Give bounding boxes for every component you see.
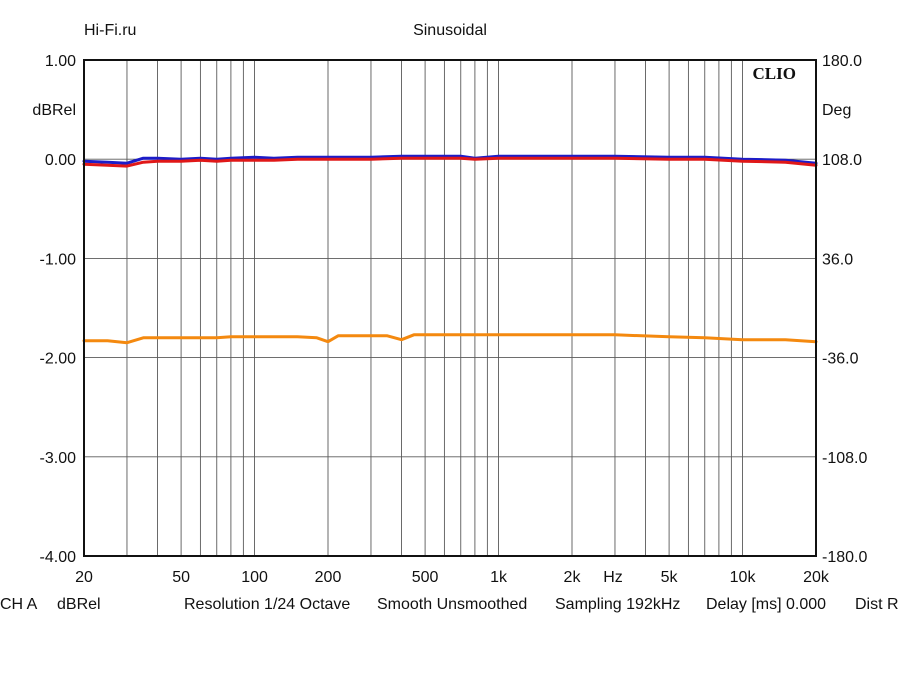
series-line-3 (82, 333, 818, 345)
x-tick-label: 500 (412, 569, 439, 586)
y-tick-label-right: -36.0 (822, 351, 859, 368)
y-tick-label-right: 36.0 (822, 251, 853, 268)
sampling-label: Sampling 192kHz (555, 596, 681, 613)
clio-logo-text: CLIO (753, 64, 796, 83)
x-tick-label: 2k (564, 569, 582, 586)
smooth-label: Smooth Unsmoothed (377, 596, 528, 613)
resolution-label: Resolution 1/24 Octave (184, 596, 351, 613)
y-tick-label-left: -4.00 (40, 549, 77, 566)
x-tick-label: 200 (315, 569, 342, 586)
x-tick-label: 5k (661, 569, 679, 586)
delay-label: Delay [ms] 0.000 (706, 596, 827, 613)
frequency-response-chart: Hi-Fi.ru Sinusoidal 20 50 100 200 500 1k 2k 5k 1… (32, 22, 868, 586)
y-tick-label-left: 0.00 (45, 152, 76, 169)
y-axis-left-label: dBRel (32, 102, 76, 119)
header-site-label: Hi-Fi.ru (84, 22, 136, 39)
y-tick-label-left: -2.00 (40, 351, 77, 368)
series-line-1 (82, 154, 818, 165)
y-tick-label-left: -1.00 (40, 251, 77, 268)
x-axis-unit-label: Hz (603, 569, 623, 586)
y-tick-label-right: -108.0 (822, 450, 867, 467)
measurement-settings-bar: CH A dBRel Resolution 1/24 Octave Smooth… (0, 596, 900, 618)
plot-frame (83, 59, 817, 557)
x-tick-label: 1k (490, 569, 508, 586)
y-tick-label-right: -180.0 (822, 549, 867, 566)
x-tick-label: 20 (75, 569, 93, 586)
axis-tick-labels: 20 50 100 200 500 1k 2k 5k 10k 20k 1.00 0.00 -1.00 -2… (40, 53, 868, 586)
series-lines (82, 154, 818, 345)
distortion-label: Dist R (855, 596, 899, 613)
x-tick-label: 20k (803, 569, 830, 586)
x-tick-label: 10k (730, 569, 757, 586)
y-tick-label-left: 1.00 (45, 53, 76, 70)
grid-lines (84, 60, 816, 556)
unit-label: dBRel (57, 596, 101, 613)
channel-label: CH A (0, 596, 38, 613)
series-line-2 (82, 156, 818, 168)
header-signal-label: Sinusoidal (413, 22, 487, 39)
y-tick-label-right: 180.0 (822, 53, 862, 70)
x-tick-label: 50 (172, 569, 190, 586)
y-tick-label-left: -3.00 (40, 450, 77, 467)
x-tick-label: 100 (241, 569, 268, 586)
y-tick-label-right: 108.0 (822, 152, 862, 169)
y-axis-right-label: Deg (822, 102, 851, 119)
